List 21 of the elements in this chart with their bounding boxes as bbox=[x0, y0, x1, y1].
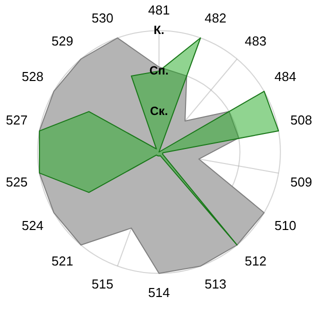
spoke-label: 521 bbox=[52, 254, 74, 269]
spoke-label: 513 bbox=[204, 276, 226, 292]
spoke-label: 482 bbox=[204, 10, 226, 26]
spoke-label: 484 bbox=[274, 69, 296, 84]
spoke-label: 515 bbox=[92, 276, 114, 292]
y-tick-label: Ск. bbox=[150, 104, 168, 118]
spoke-label: 512 bbox=[244, 254, 266, 269]
spoke-label: 528 bbox=[22, 69, 44, 84]
spoke-label: 510 bbox=[274, 218, 296, 234]
y-tick-label: Сп. bbox=[149, 63, 169, 78]
spoke-label: 530 bbox=[92, 10, 114, 26]
y-tick-label: К. bbox=[154, 22, 164, 37]
spoke-label: 529 bbox=[52, 34, 74, 49]
spoke-label: 481 bbox=[148, 2, 170, 18]
spoke-label: 524 bbox=[22, 218, 44, 234]
spoke-label: 525 bbox=[6, 174, 28, 190]
spoke-label: 514 bbox=[148, 284, 170, 300]
spoke-label: 483 bbox=[244, 34, 266, 49]
spoke-label: 527 bbox=[6, 112, 28, 128]
spoke-label: 509 bbox=[290, 174, 312, 190]
spoke-label: 508 bbox=[290, 112, 312, 128]
